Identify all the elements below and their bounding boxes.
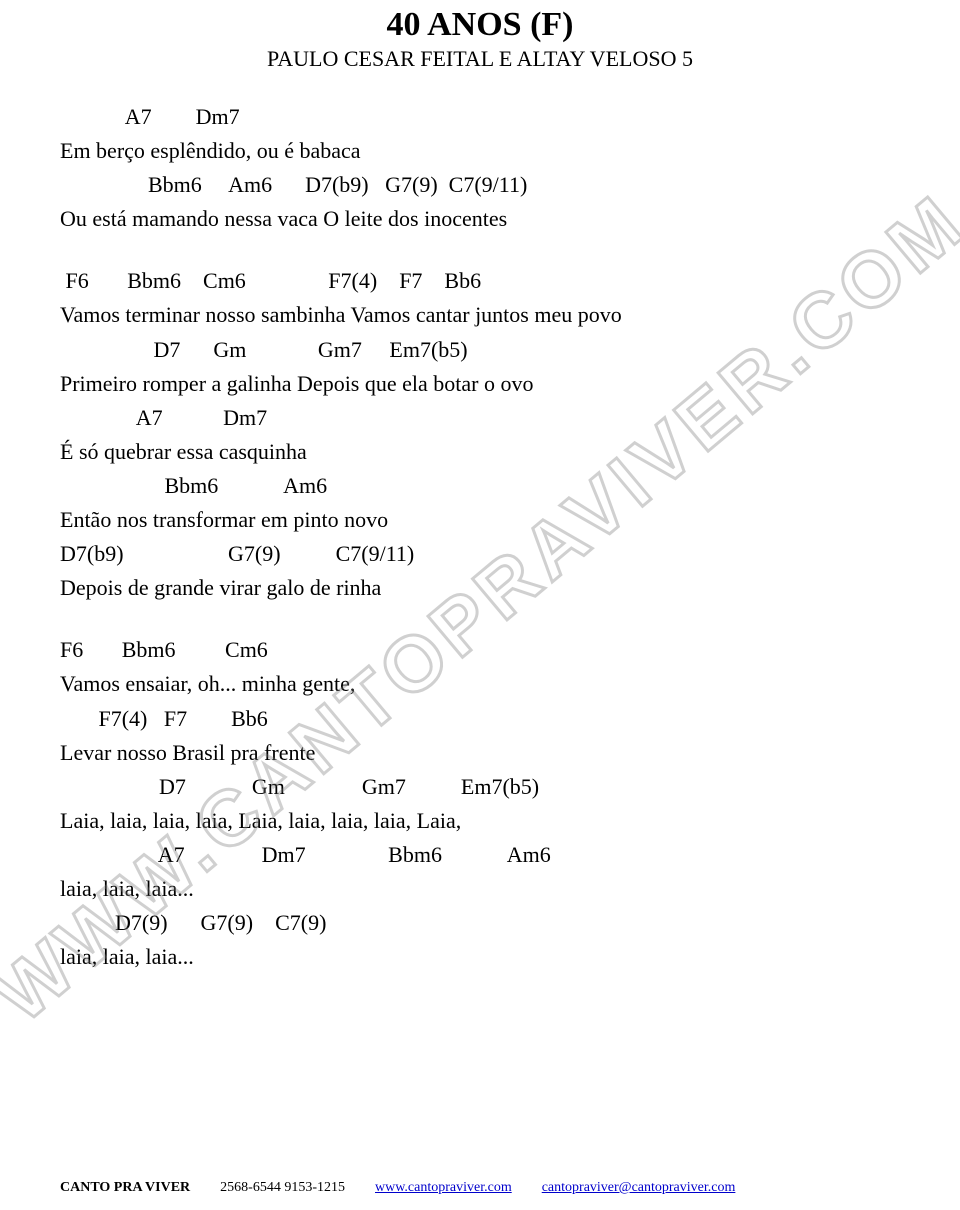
lyrics-line: D7 Gm Gm7 Em7(b5) [60, 770, 900, 804]
lyrics-line: É só quebrar essa casquinha [60, 435, 900, 469]
lyrics-line: Levar nosso Brasil pra frente [60, 736, 900, 770]
lyrics-line: Ou está mamando nessa vaca O leite dos i… [60, 202, 900, 236]
lyrics-line: D7(9) G7(9) C7(9) [60, 906, 900, 940]
song-title: 40 ANOS (F) [60, 6, 900, 44]
lyrics-line: Bbm6 Am6 [60, 469, 900, 503]
lyrics-line: Vamos ensaiar, oh... minha gente, [60, 667, 900, 701]
lyrics-line: Depois de grande virar galo de rinha [60, 571, 900, 605]
lyrics-line: Então nos transformar em pinto novo [60, 503, 900, 537]
footer-inner: CANTO PRA VIVER 2568-6544 9153-1215 www.… [60, 1180, 900, 1196]
lyrics-block: A7 Dm7Em berço esplêndido, ou é babaca B… [60, 100, 900, 236]
lyrics-block: F6 Bbm6 Cm6 F7(4) F7 Bb6Vamos terminar n… [60, 264, 900, 605]
lyrics-line: D7(b9) G7(9) C7(9/11) [60, 537, 900, 571]
footer-brand: CANTO PRA VIVER [60, 1180, 190, 1196]
lyrics-line: A7 Dm7 Bbm6 Am6 [60, 838, 900, 872]
page-content: 40 ANOS (F) PAULO CESAR FEITAL E ALTAY V… [0, 6, 960, 974]
lyrics-container: A7 Dm7Em berço esplêndido, ou é babaca B… [60, 100, 900, 974]
lyrics-line: Vamos terminar nosso sambinha Vamos cant… [60, 298, 900, 332]
lyrics-line: A7 Dm7 [60, 100, 900, 134]
lyrics-line: laia, laia, laia... [60, 940, 900, 974]
lyrics-line: A7 Dm7 [60, 401, 900, 435]
footer-url-link[interactable]: www.cantopraviver.com [375, 1180, 512, 1196]
lyrics-line: Bbm6 Am6 D7(b9) G7(9) C7(9/11) [60, 168, 900, 202]
lyrics-line: F6 Bbm6 Cm6 F7(4) F7 Bb6 [60, 264, 900, 298]
lyrics-line: Laia, laia, laia, laia, Laia, laia, laia… [60, 804, 900, 838]
lyrics-line: Em berço esplêndido, ou é babaca [60, 134, 900, 168]
footer-phones: 2568-6544 9153-1215 [220, 1180, 345, 1196]
lyrics-line: F7(4) F7 Bb6 [60, 702, 900, 736]
lyrics-line: D7 Gm Gm7 Em7(b5) [60, 333, 900, 367]
footer-email-link[interactable]: cantopraviver@cantopraviver.com [542, 1180, 736, 1196]
lyrics-line: Primeiro romper a galinha Depois que ela… [60, 367, 900, 401]
lyrics-block: F6 Bbm6 Cm6Vamos ensaiar, oh... minha ge… [60, 633, 900, 974]
lyrics-line: laia, laia, laia... [60, 872, 900, 906]
song-author: PAULO CESAR FEITAL E ALTAY VELOSO 5 [60, 46, 900, 72]
page-footer: CANTO PRA VIVER 2568-6544 9153-1215 www.… [0, 1180, 960, 1196]
lyrics-line: F6 Bbm6 Cm6 [60, 633, 900, 667]
